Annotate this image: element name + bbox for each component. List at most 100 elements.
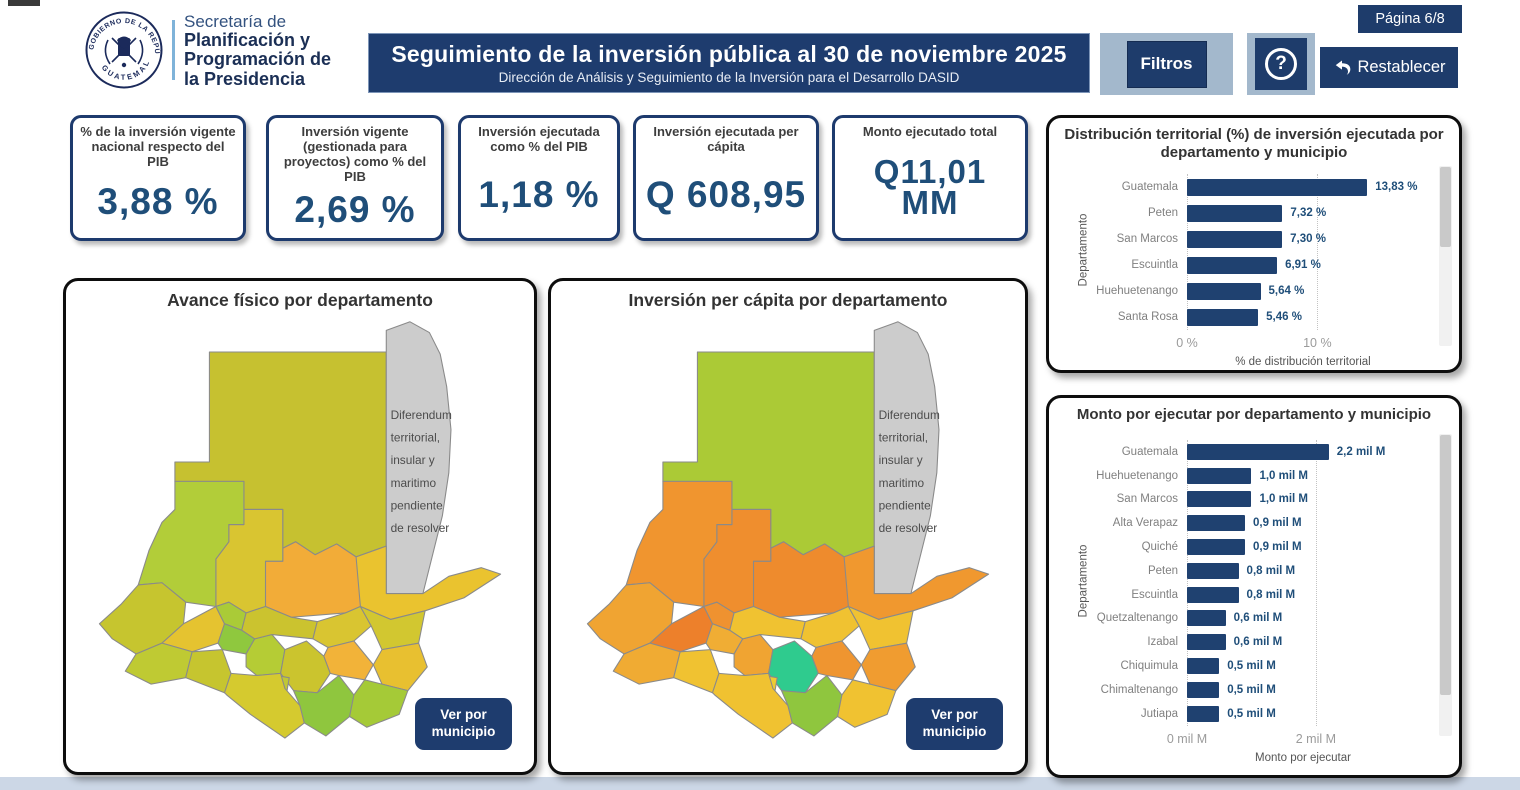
map-card: Avance físico por departamento Diferendum… <box>63 278 537 775</box>
page-title: Seguimiento de la inversión pública al 3… <box>391 41 1067 67</box>
choropleth-map[interactable]: Diferendum territorial, insular y maritimo p… <box>66 311 534 751</box>
bar-value-label: 7,30 % <box>1290 233 1326 245</box>
bar[interactable] <box>1187 610 1226 627</box>
bar[interactable] <box>1187 491 1252 508</box>
guatemala-seal-icon: GOBIERNO DE LA REPÚBLICA GUATEMALA <box>84 10 163 89</box>
bar-value-label: 0,8 mil M <box>1246 588 1296 601</box>
category-label: San Marcos <box>1116 233 1178 245</box>
bar[interactable] <box>1187 539 1245 556</box>
y-axis-title: Departamento <box>1077 213 1090 287</box>
chart-scrollbar[interactable] <box>1439 166 1452 346</box>
bar-row: Jutiapa 0,5 mil M <box>1141 702 1419 726</box>
map-region-jutiapa[interactable] <box>837 679 897 728</box>
bottom-taskbar-strip <box>0 777 1520 790</box>
bar-row: Huehuetenango 5,64 % <box>1096 278 1419 304</box>
kpi-card: Monto ejecutado total Q11,01 MM <box>832 115 1028 241</box>
category-label: Chiquimula <box>1120 660 1178 673</box>
map-disclaimer-line: Diferendum <box>391 408 452 422</box>
bar[interactable] <box>1187 308 1259 326</box>
map-disclaimer-line: territorial, <box>391 430 440 444</box>
bar[interactable] <box>1187 658 1220 675</box>
filters-button-label[interactable]: Filtros <box>1126 40 1207 88</box>
bar-row: San Marcos 7,30 % <box>1117 226 1419 252</box>
bar-value-label: 5,46 % <box>1266 311 1302 323</box>
kpi-title: Inversión vigente (gestionada para proye… <box>283 124 427 184</box>
bar-row: Izabal 0,6 mil M <box>1147 630 1419 654</box>
map-disclaimer-line: pendiente <box>391 498 444 512</box>
bar-value-label: 0,8 mil M <box>1246 564 1296 577</box>
bar-row: Peten 7,32 % <box>1148 200 1419 226</box>
ver-por-municipio-button[interactable]: Ver por municipio <box>906 698 1003 750</box>
map-region-suchitepequez[interactable] <box>673 649 720 694</box>
x-tick-label: 2 mil M <box>1295 731 1337 746</box>
bar-row: Chiquimula 0,5 mil M <box>1120 654 1419 678</box>
kpi-title: Monto ejecutado total <box>862 124 998 139</box>
gridline <box>1187 174 1188 330</box>
bar-value-label: 0,6 mil M <box>1233 612 1283 625</box>
reset-button-label: Restablecer <box>1357 58 1446 76</box>
map-disclaimer-line: maritimo <box>879 476 925 490</box>
kpi-card: Inversión ejecutada como % del PIB 1,18 % <box>458 115 620 241</box>
chart-scrollbar-thumb[interactable] <box>1440 167 1451 247</box>
bar-row: Escuintla 0,8 mil M <box>1131 583 1419 607</box>
chart-scrollbar[interactable] <box>1439 434 1452 736</box>
bar-row: Alta Verapaz 0,9 mil M <box>1113 511 1419 535</box>
org-line: Secretaría de <box>184 11 287 31</box>
bar[interactable] <box>1187 634 1226 651</box>
map-title: Avance físico por departamento <box>167 290 433 310</box>
ver-por-municipio-button[interactable]: Ver por municipio <box>415 698 512 750</box>
bar[interactable] <box>1187 230 1283 248</box>
x-axis: 0 % 10 % <box>1176 336 1419 354</box>
category-label: Quetzaltenango <box>1096 612 1178 625</box>
bar[interactable] <box>1187 178 1368 196</box>
bar[interactable] <box>1187 681 1220 698</box>
category-label: Huehuetenango <box>1096 285 1178 297</box>
bar[interactable] <box>1187 443 1329 460</box>
map-region-huehuetenango[interactable] <box>137 480 245 608</box>
bar-value-label: 6,91 % <box>1285 259 1321 271</box>
map-region-suchitepequez[interactable] <box>185 649 232 694</box>
help-button[interactable]: ? <box>1247 33 1315 95</box>
kpi-card: Inversión vigente (gestionada para proye… <box>266 115 444 241</box>
bar-row: Guatemala 13,83 % <box>1122 174 1419 200</box>
kpi-value: Q11,01 MM <box>873 152 987 221</box>
x-tick-label: 0 mil M <box>1166 731 1208 746</box>
map-region-jutiapa[interactable] <box>349 679 409 728</box>
bar[interactable] <box>1187 204 1283 222</box>
choropleth-map[interactable]: Diferendum territorial, insular y maritimo p… <box>551 311 1025 751</box>
plot-area: Guatemala 2,2 mil M Huehuetenango 1,0 mil M… <box>1096 440 1419 764</box>
x-tick-label: 0 % <box>1176 336 1198 350</box>
map-region-jalapa[interactable] <box>323 640 374 681</box>
category-label: Quiché <box>1141 541 1178 554</box>
kpi-value: 2,69 % <box>294 188 416 230</box>
bar[interactable] <box>1187 586 1239 603</box>
map-card: Inversión per cápita por departamento Dif… <box>548 278 1028 775</box>
bar-row: Guatemala 2,2 mil M <box>1122 440 1419 464</box>
bar-row: Huehuetenango 1,0 mil M <box>1096 464 1419 488</box>
bar-value-label: 0,9 mil M <box>1253 517 1302 530</box>
map-region-huehuetenango[interactable] <box>625 480 733 608</box>
category-label: Guatemala <box>1121 445 1178 458</box>
filters-button[interactable]: Filtros <box>1100 33 1233 95</box>
bar-value-label: 5,64 % <box>1268 285 1305 297</box>
bar[interactable] <box>1187 467 1252 484</box>
map-disclaimer-line: territorial, <box>879 430 928 444</box>
bar[interactable] <box>1187 256 1278 274</box>
bar[interactable] <box>1187 515 1245 532</box>
bar[interactable] <box>1187 705 1220 722</box>
institution-logo: GOBIERNO DE LA REPÚBLICA GUATEMALA Secre… <box>84 10 331 90</box>
map-disclaimer-line: de resolver <box>879 521 938 535</box>
map-region-santa_rosa[interactable] <box>292 674 355 737</box>
org-line: Programación de <box>184 49 332 70</box>
chart-title: Distribución territorial (%) de inversió… <box>1064 126 1444 161</box>
help-button-inner[interactable]: ? <box>1255 38 1307 90</box>
bar[interactable] <box>1187 562 1239 579</box>
bar-value-label: 0,5 mil M <box>1227 707 1276 720</box>
map-region-santa_rosa[interactable] <box>780 674 843 737</box>
bar[interactable] <box>1187 282 1261 300</box>
x-tick-label: 10 % <box>1303 336 1332 350</box>
page-subtitle: Dirección de Análisis y Seguimiento de l… <box>498 70 960 85</box>
reset-button[interactable]: Restablecer <box>1320 47 1458 88</box>
map-region-jalapa[interactable] <box>811 640 862 681</box>
chart-scrollbar-thumb[interactable] <box>1440 435 1451 695</box>
